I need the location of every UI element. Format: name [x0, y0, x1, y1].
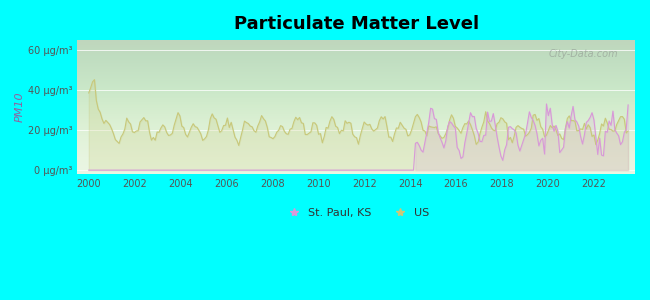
Y-axis label: PM10: PM10 [15, 92, 25, 122]
Text: City-Data.com: City-Data.com [549, 50, 618, 59]
Legend: St. Paul, KS, US: St. Paul, KS, US [278, 203, 434, 222]
Title: Particulate Matter Level: Particulate Matter Level [233, 15, 478, 33]
